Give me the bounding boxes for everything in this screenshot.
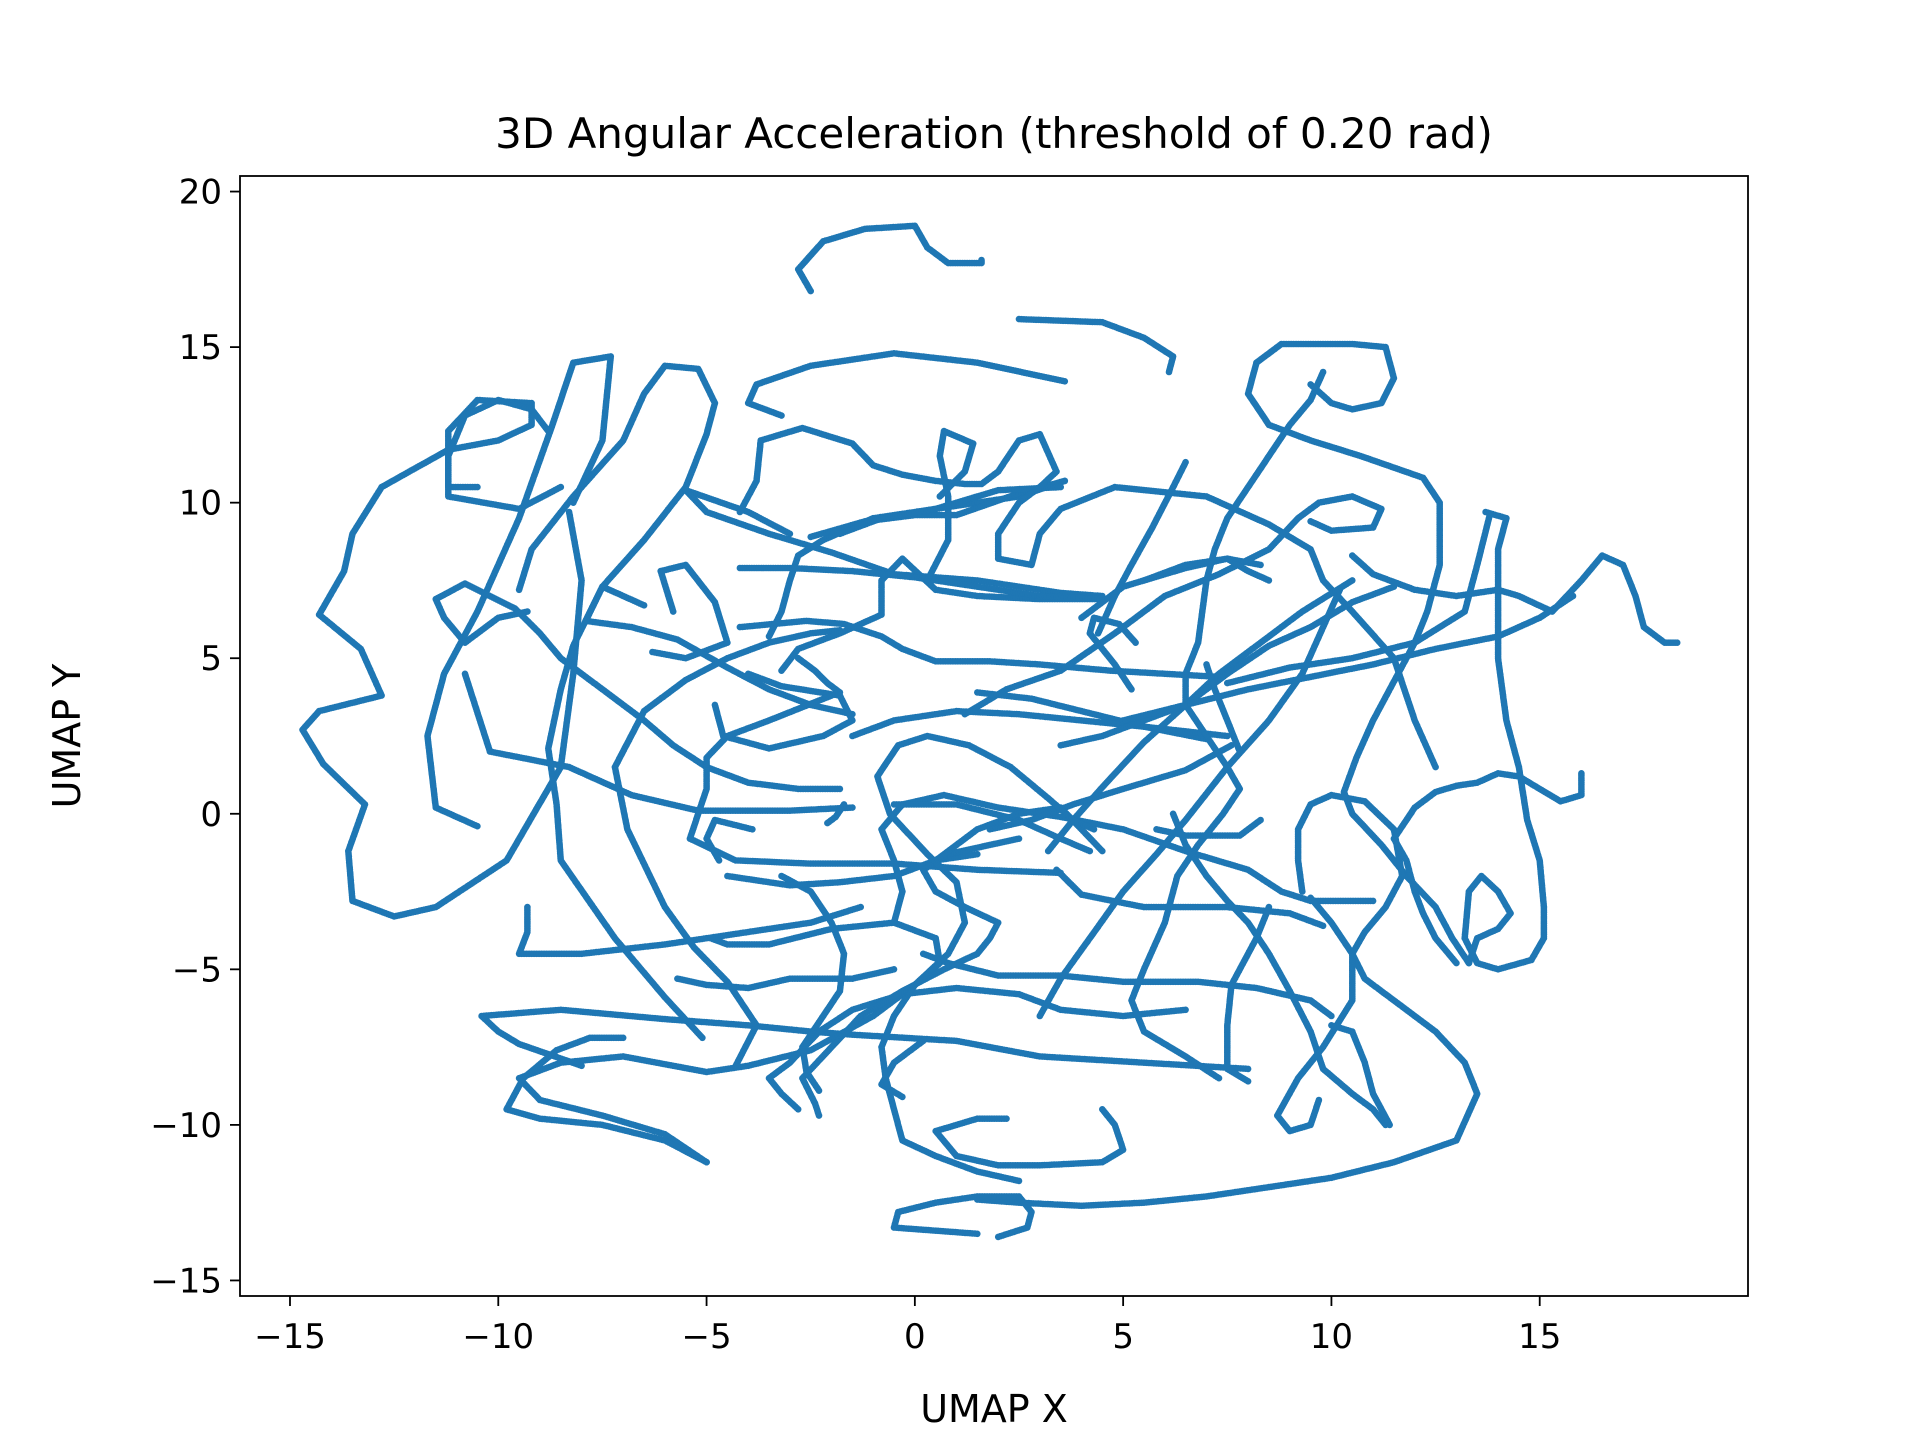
data-point (857, 904, 864, 911)
data-point (745, 671, 752, 678)
data-point (1182, 1007, 1189, 1014)
data-point (978, 257, 985, 264)
data-point (707, 935, 714, 942)
data-point (649, 649, 656, 656)
data-point (516, 587, 523, 594)
data-point (674, 975, 681, 982)
data-point (1245, 1066, 1252, 1073)
data-point (558, 484, 565, 491)
data-point (849, 804, 856, 811)
data-point (778, 412, 785, 419)
data-point (1166, 369, 1173, 376)
data-point (837, 786, 844, 793)
